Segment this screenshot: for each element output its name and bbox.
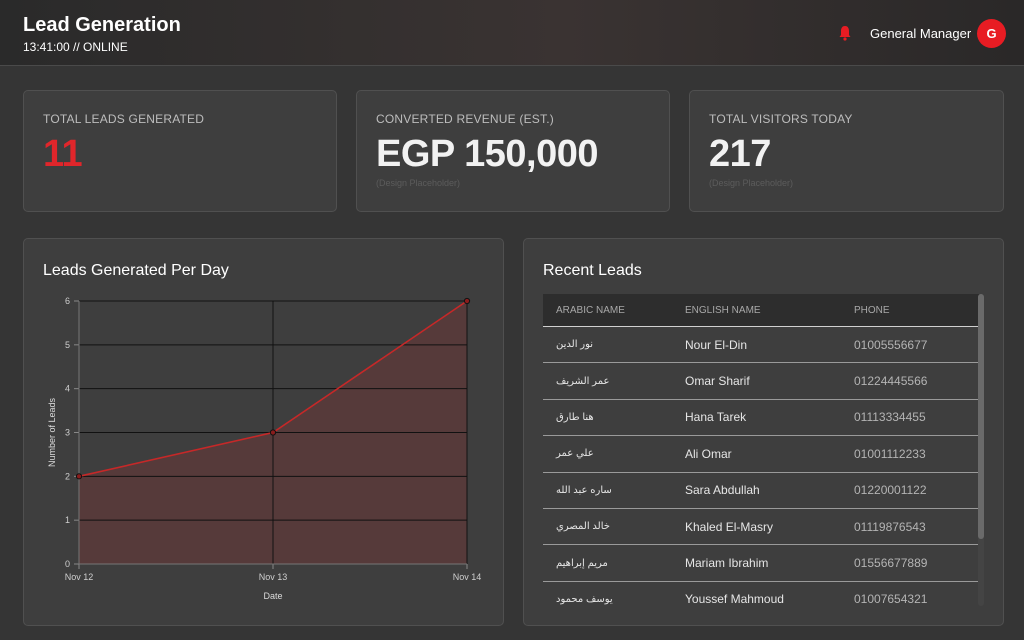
phone-cell: 01220001122 [854,483,927,498]
app-title: Lead Generation [23,14,181,36]
english-name-cell: Ali Omar [685,446,732,461]
app-header: Lead Generation 13:41:00 // ONLINE Gener… [0,0,1024,66]
arabic-name-cell: علي عمر [556,448,594,460]
phone-cell: 01119876543 [854,519,926,534]
data-point [269,429,277,436]
column-header-phone: PHONE [854,304,890,316]
y-tick-label: 1 [65,515,70,525]
column-header-english: ENGLISH NAME [685,304,761,316]
arabic-name-cell: عمر الشريف [556,375,610,387]
arabic-name-cell: مريم إبراهيم [556,557,608,569]
english-name-cell: Youssef Mahmoud [685,592,784,606]
english-name-cell: Sara Abdullah [685,483,760,498]
y-tick-label: 3 [65,428,70,438]
recent-leads-table: ARABIC NAME ENGLISH NAME PHONE نور الدين… [543,294,979,606]
phone-cell: 01113334455 [854,410,926,425]
kpi-note: (Design Placeholder) [376,178,461,188]
english-name-cell: Omar Sharif [685,374,750,389]
table-row[interactable]: خالد المصري Khaled El-Masry 01119876543 [543,509,979,546]
kpi-value: EGP 150,000 [376,133,598,175]
table-row[interactable]: نور الدين Nour El-Din 01005556677 [543,327,979,364]
y-tick-label: 2 [65,471,70,481]
english-name-cell: Mariam Ibrahim [685,556,769,571]
leads-chart: 0 1 2 3 4 5 6 Nov 12 Nov 13 Nov 14 Date Number of L… [47,296,482,601]
y-tick-label: 0 [65,559,70,569]
table-row[interactable]: يوسف محمود Youssef Mahmoud 01007654321 [543,582,979,606]
arabic-name-cell: خالد المصري [556,521,610,533]
table-row[interactable]: هنا طارق Hana Tarek 01113334455 [543,400,979,437]
arabic-name-cell: هنا طارق [556,411,594,423]
english-name-cell: Nour El-Din [685,337,748,352]
arabic-name-cell: يوسف محمود [556,593,613,605]
phone-cell: 01556677889 [854,556,928,571]
clock-status: 13:41:00 // ONLINE [23,40,128,54]
y-tick-label: 6 [65,296,70,306]
phone-cell: 01007654321 [854,592,928,606]
kpi-card-total-leads: TOTAL LEADS GENERATED 11 [23,90,337,212]
english-name-cell: Khaled El-Masry [685,519,774,534]
arabic-name-cell: نور الدين [556,339,594,351]
y-axis-label: Number of Leads [47,397,57,467]
x-axis-label: Date [263,591,282,601]
chart-panel: Leads Generated Per Day 0 1 2 3 4 5 6 Nov 12 Nov… [23,238,504,626]
y-tick-label: 4 [65,384,70,394]
kpi-card-revenue: CONVERTED REVENUE (EST.) EGP 150,000 (De… [356,90,670,212]
arabic-name-cell: ساره عبد الله [556,484,612,496]
chart-title: Leads Generated Per Day [43,262,229,279]
kpi-label: CONVERTED REVENUE (EST.) [376,112,554,126]
table-row[interactable]: عمر الشريف Omar Sharif 01224445566 [543,363,979,400]
kpi-card-visitors: TOTAL VISITORS TODAY 217 (Design Placeho… [689,90,1004,212]
table-body: نور الدين Nour El-Din 01005556677 عمر الشري… [543,327,979,606]
table-row[interactable]: ساره عبد الله Sara Abdullah 01220001122 [543,473,979,509]
table-row[interactable]: علي عمر Ali Omar 01001112233 [543,436,979,473]
table-scrollbar[interactable] [978,294,984,606]
english-name-cell: Hana Tarek [685,410,747,425]
y-tick-label: 5 [65,340,70,350]
table-row[interactable]: مريم إبراهيم Mariam Ibrahim 01556677889 [543,545,979,582]
kpi-value: 11 [43,133,83,175]
recent-leads-panel: Recent Leads ARABIC NAME ENGLISH NAME PH… [523,238,1004,626]
avatar[interactable]: G [977,19,1006,48]
data-point [75,473,83,480]
kpi-label: TOTAL VISITORS TODAY [709,112,853,126]
kpi-value: 217 [709,133,771,175]
kpi-note: (Design Placeholder) [709,178,794,188]
phone-cell: 01001112233 [854,446,926,461]
x-tick-label: Nov 13 [259,572,288,582]
user-name[interactable]: General Manager [870,26,972,41]
bell-icon[interactable] [838,25,852,41]
column-header-arabic: ARABIC NAME [556,304,625,316]
x-tick-label: Nov 14 [453,572,482,582]
table-header: ARABIC NAME ENGLISH NAME PHONE [543,294,979,327]
phone-cell: 01224445566 [854,374,928,389]
scrollbar-thumb[interactable] [978,294,984,539]
recent-leads-title: Recent Leads [543,262,642,279]
data-point [463,297,471,305]
phone-cell: 01005556677 [854,337,928,352]
kpi-label: TOTAL LEADS GENERATED [43,112,205,126]
x-tick-label: Nov 12 [65,572,94,582]
